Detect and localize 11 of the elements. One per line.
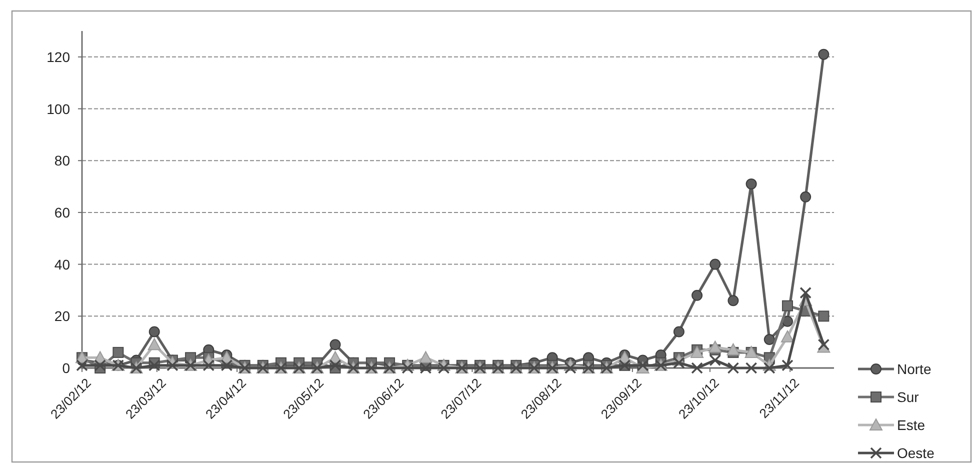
y-tick-label: 120 [46, 48, 70, 65]
legend-label: Oeste [897, 445, 935, 461]
y-tick-label: 20 [54, 308, 70, 324]
y-tick-label: 100 [46, 100, 70, 117]
y-tick-label: 40 [54, 256, 70, 272]
y-tick-label: 0 [62, 360, 70, 376]
y-tick-label: 60 [54, 204, 70, 220]
y-tick-label: 80 [54, 152, 70, 169]
legend-label: Norte [897, 361, 932, 377]
legend-label: Este [897, 417, 926, 433]
legend-label: Sur [897, 389, 920, 405]
